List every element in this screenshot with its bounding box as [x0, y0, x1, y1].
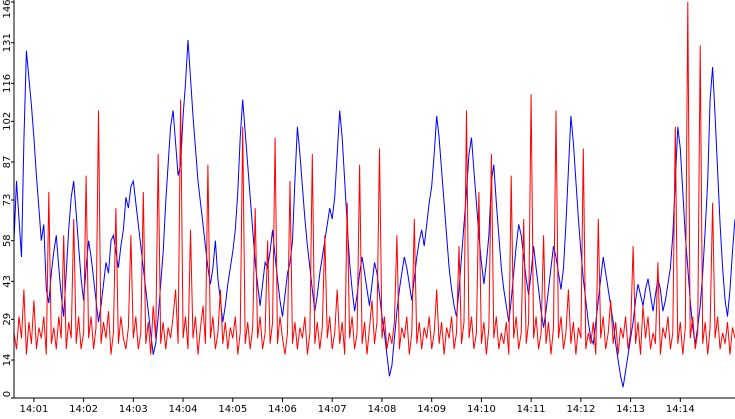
y-tick-label: 0 — [2, 391, 13, 397]
x-tick-label: 14:06 — [268, 404, 297, 415]
y-tick-label: 29 — [2, 313, 13, 326]
x-tick-label: 14:13 — [616, 404, 645, 415]
series-line-1 — [13, 39, 735, 388]
y-tick-label: 58 — [2, 234, 13, 247]
series-layer — [13, 1, 735, 388]
y-tick-label: 146 — [2, 0, 13, 19]
y-tick-label: 102 — [2, 112, 13, 131]
series-line-2 — [13, 1, 735, 355]
x-tick-label: 14:09 — [417, 404, 446, 415]
y-tick-label: 116 — [2, 74, 13, 93]
x-tick-label: 14:12 — [566, 404, 595, 415]
x-tick-label: 14:05 — [218, 404, 247, 415]
x-tick-label: 14:08 — [368, 404, 397, 415]
x-tick-label: 14:03 — [119, 404, 148, 415]
x-tick-label: 14:10 — [467, 404, 496, 415]
y-tick-label: 73 — [2, 194, 13, 207]
y-tick-label: 14 — [2, 354, 13, 367]
x-tick-label: 14:01 — [19, 404, 48, 415]
y-tick-label: 43 — [2, 275, 13, 288]
x-tick-label: 14:14 — [666, 404, 695, 415]
y-tick-label: 131 — [2, 33, 13, 52]
x-tick-label: 14:11 — [517, 404, 546, 415]
x-tick-label: 14:02 — [69, 404, 98, 415]
x-tick-label: 14:04 — [169, 404, 198, 415]
x-tick-label: 14:07 — [318, 404, 347, 415]
y-tick-label: 87 — [2, 156, 13, 169]
